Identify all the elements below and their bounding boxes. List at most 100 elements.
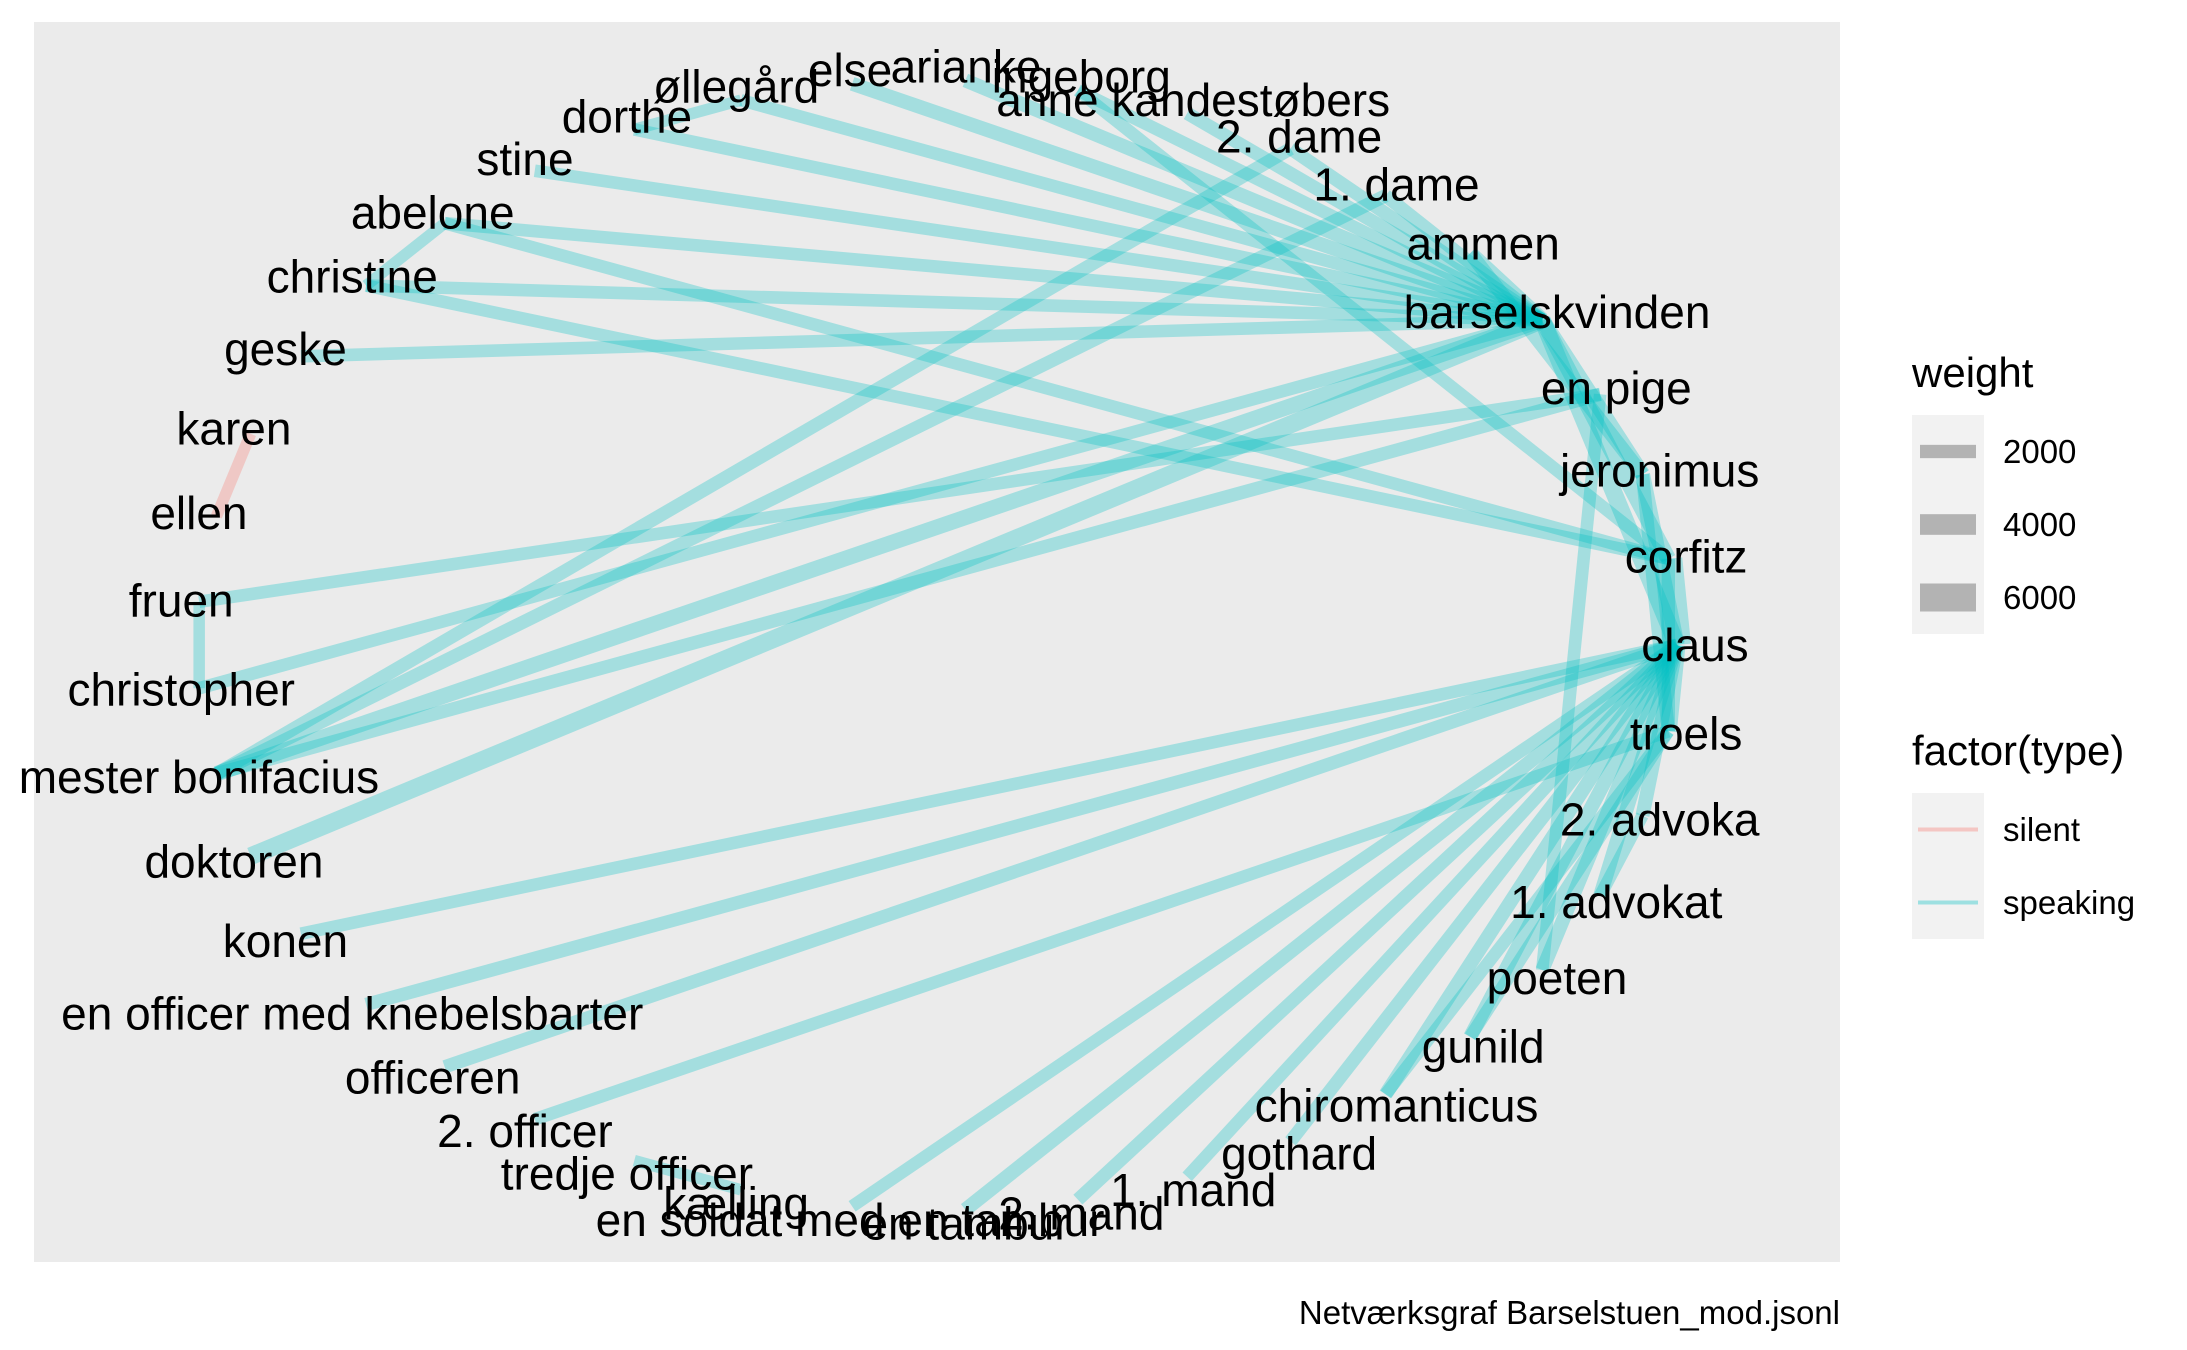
edge-20 bbox=[213, 142, 1294, 780]
node-label-4: poeten bbox=[1487, 952, 1628, 1004]
node-label-23: karen bbox=[176, 403, 291, 455]
edge-46 bbox=[299, 638, 1679, 940]
edge-37 bbox=[1463, 641, 1684, 1041]
edge-6 bbox=[1075, 84, 1546, 326]
edge-31 bbox=[1654, 557, 1691, 647]
node-label-11: en soldat med en tambur bbox=[596, 1194, 1105, 1246]
edge-14 bbox=[197, 313, 1544, 695]
edge-8 bbox=[1286, 143, 1547, 326]
legend-weight-label-0: 2000 bbox=[2003, 433, 2076, 470]
edge-9 bbox=[1381, 190, 1547, 326]
edge-49 bbox=[1380, 727, 1674, 1099]
node-label-29: øllegård bbox=[653, 61, 819, 113]
edge-24 bbox=[1464, 248, 1649, 479]
node-label-0: claus bbox=[1641, 619, 1748, 671]
edge-33 bbox=[1659, 644, 1686, 733]
edge-41 bbox=[1073, 640, 1682, 1205]
edge-10 bbox=[1465, 247, 1548, 326]
edge-38 bbox=[1379, 641, 1683, 1099]
node-label-14: 2. officer bbox=[437, 1105, 613, 1157]
edge-35 bbox=[1593, 642, 1684, 898]
node-label-34: 2. dame bbox=[1216, 110, 1382, 162]
edge-34 bbox=[1635, 643, 1684, 817]
legend-type-key-bg-1 bbox=[1912, 866, 1984, 939]
edge-48 bbox=[1464, 727, 1674, 1041]
edge-1 bbox=[533, 164, 1544, 327]
edge-27 bbox=[364, 279, 1670, 565]
edge-5 bbox=[962, 73, 1545, 327]
node-label-37: barselskvinden bbox=[1404, 286, 1711, 338]
node-label-31: arianke bbox=[891, 40, 1042, 92]
edges-layer bbox=[193, 73, 1691, 1216]
edge-30 bbox=[1635, 473, 1675, 732]
edge-39 bbox=[1285, 640, 1683, 1146]
node-label-33: anne kandestøbers bbox=[996, 74, 1390, 126]
edge-23 bbox=[198, 388, 1602, 608]
node-label-9: 2. mand bbox=[998, 1187, 1164, 1239]
edge-16 bbox=[247, 311, 1546, 865]
node-label-35: 1. dame bbox=[1313, 159, 1479, 211]
edge-11 bbox=[444, 216, 1543, 327]
node-label-7: gothard bbox=[1221, 1128, 1377, 1180]
node-label-26: abelone bbox=[351, 187, 515, 239]
edge-26 bbox=[442, 217, 1670, 565]
node-label-27: stine bbox=[476, 133, 573, 185]
labels-layer: claus troels 2. advoka 1. advokat poeten guni… bbox=[19, 40, 1760, 1249]
node-label-40: corfitz bbox=[1625, 531, 1748, 583]
node-label-36: ammen bbox=[1406, 218, 1559, 270]
node-label-15: officeren bbox=[345, 1051, 521, 1103]
node-label-16: en officer med knebelsbarter bbox=[61, 987, 643, 1039]
node-label-28: dorthe bbox=[562, 91, 692, 143]
node-label-2: 2. advoka bbox=[1560, 794, 1760, 846]
node-label-10: en tambur bbox=[862, 1198, 1069, 1250]
node-label-12: kælling bbox=[663, 1177, 809, 1229]
edge-42 bbox=[960, 639, 1682, 1216]
edge-4 bbox=[849, 77, 1545, 327]
node-label-5: gunild bbox=[1422, 1020, 1545, 1072]
node-label-24: geske bbox=[224, 323, 347, 375]
legend-weight-label-2: 6000 bbox=[2003, 579, 2076, 616]
edge-2 bbox=[632, 123, 1544, 327]
edge-54 bbox=[632, 1155, 743, 1196]
panel-background bbox=[34, 22, 1840, 1262]
edge-7 bbox=[1183, 107, 1546, 326]
legend-type-label-1: speaking bbox=[2003, 884, 2135, 921]
legend-type-label-0: silent bbox=[2003, 811, 2080, 848]
node-label-22: ellen bbox=[150, 487, 247, 539]
edge-3 bbox=[739, 94, 1544, 327]
node-label-6: chiromanticus bbox=[1255, 1079, 1539, 1131]
legend-weight-label-1: 4000 bbox=[2003, 506, 2076, 543]
legend-weight-swatch-2 bbox=[1920, 583, 1976, 612]
edge-43 bbox=[848, 639, 1681, 1212]
edge-28 bbox=[1535, 393, 1607, 971]
node-label-25: christine bbox=[267, 251, 438, 303]
edge-22 bbox=[214, 387, 1602, 781]
edge-13 bbox=[300, 313, 1543, 363]
edge-53 bbox=[632, 94, 743, 135]
legend-type-title: factor(type) bbox=[1912, 727, 2124, 774]
legend-type-keys: silent speaking bbox=[1912, 793, 2135, 939]
edge-19 bbox=[1534, 316, 1685, 649]
edge-15 bbox=[213, 312, 1545, 782]
legend-weight-keys: 2000 4000 6000 bbox=[1912, 415, 2076, 634]
edge-0 bbox=[211, 431, 256, 519]
node-label-13: tredje officer bbox=[501, 1147, 753, 1199]
node-label-3: 1. advokat bbox=[1510, 876, 1722, 928]
node-label-20: christopher bbox=[67, 663, 295, 715]
edge-32 bbox=[1635, 473, 1685, 647]
edge-17 bbox=[1535, 315, 1650, 479]
legend-weight-swatch-1 bbox=[1920, 514, 1976, 535]
node-label-21: fruen bbox=[129, 575, 234, 627]
node-label-1: troels bbox=[1630, 707, 1742, 759]
node-label-32: ingeborg bbox=[992, 51, 1171, 103]
edge-50 bbox=[1594, 812, 1649, 899]
edge-45 bbox=[364, 638, 1679, 1011]
edge-21 bbox=[213, 189, 1389, 780]
edge-52 bbox=[362, 218, 449, 291]
node-label-17: konen bbox=[223, 915, 348, 967]
edge-25 bbox=[1073, 85, 1673, 564]
legend-weight-title: weight bbox=[1911, 349, 2034, 396]
edge-36 bbox=[1535, 642, 1684, 973]
